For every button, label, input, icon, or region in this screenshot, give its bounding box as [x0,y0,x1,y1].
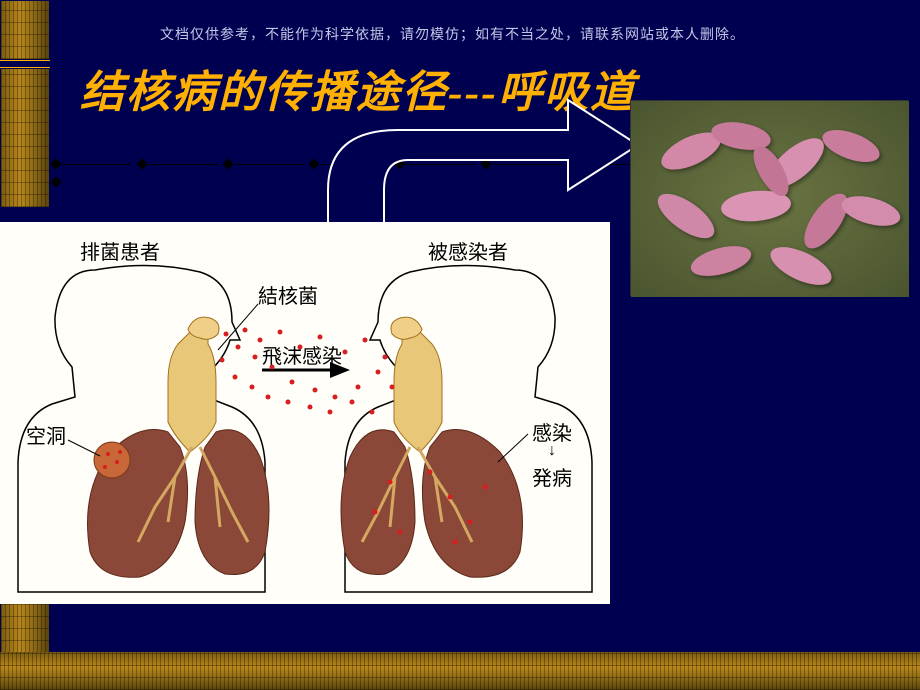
bottom-decorative-border [0,652,920,690]
cavity-label: 空洞 [26,420,66,449]
bacteria-label: 結核菌 [258,280,318,309]
transmission-diagram: 排菌患者 被感染者 結核菌 飛沫感染 空洞 感染 ↓ 発病 [0,222,610,604]
bacteria-microscopy-image [630,100,908,296]
disclaimer-text: 文档仅供参考，不能作为科学依据，请勿模仿；如有不当之处，请联系网站或本人删除。 [160,24,745,44]
right-person-label: 被感染者 [428,236,508,265]
disease-label: 発病 [532,462,572,491]
left-person-label: 排菌患者 [80,236,160,265]
arrow-down-icon: ↓ [548,442,556,460]
droplet-label: 飛沫感染 [262,340,342,369]
